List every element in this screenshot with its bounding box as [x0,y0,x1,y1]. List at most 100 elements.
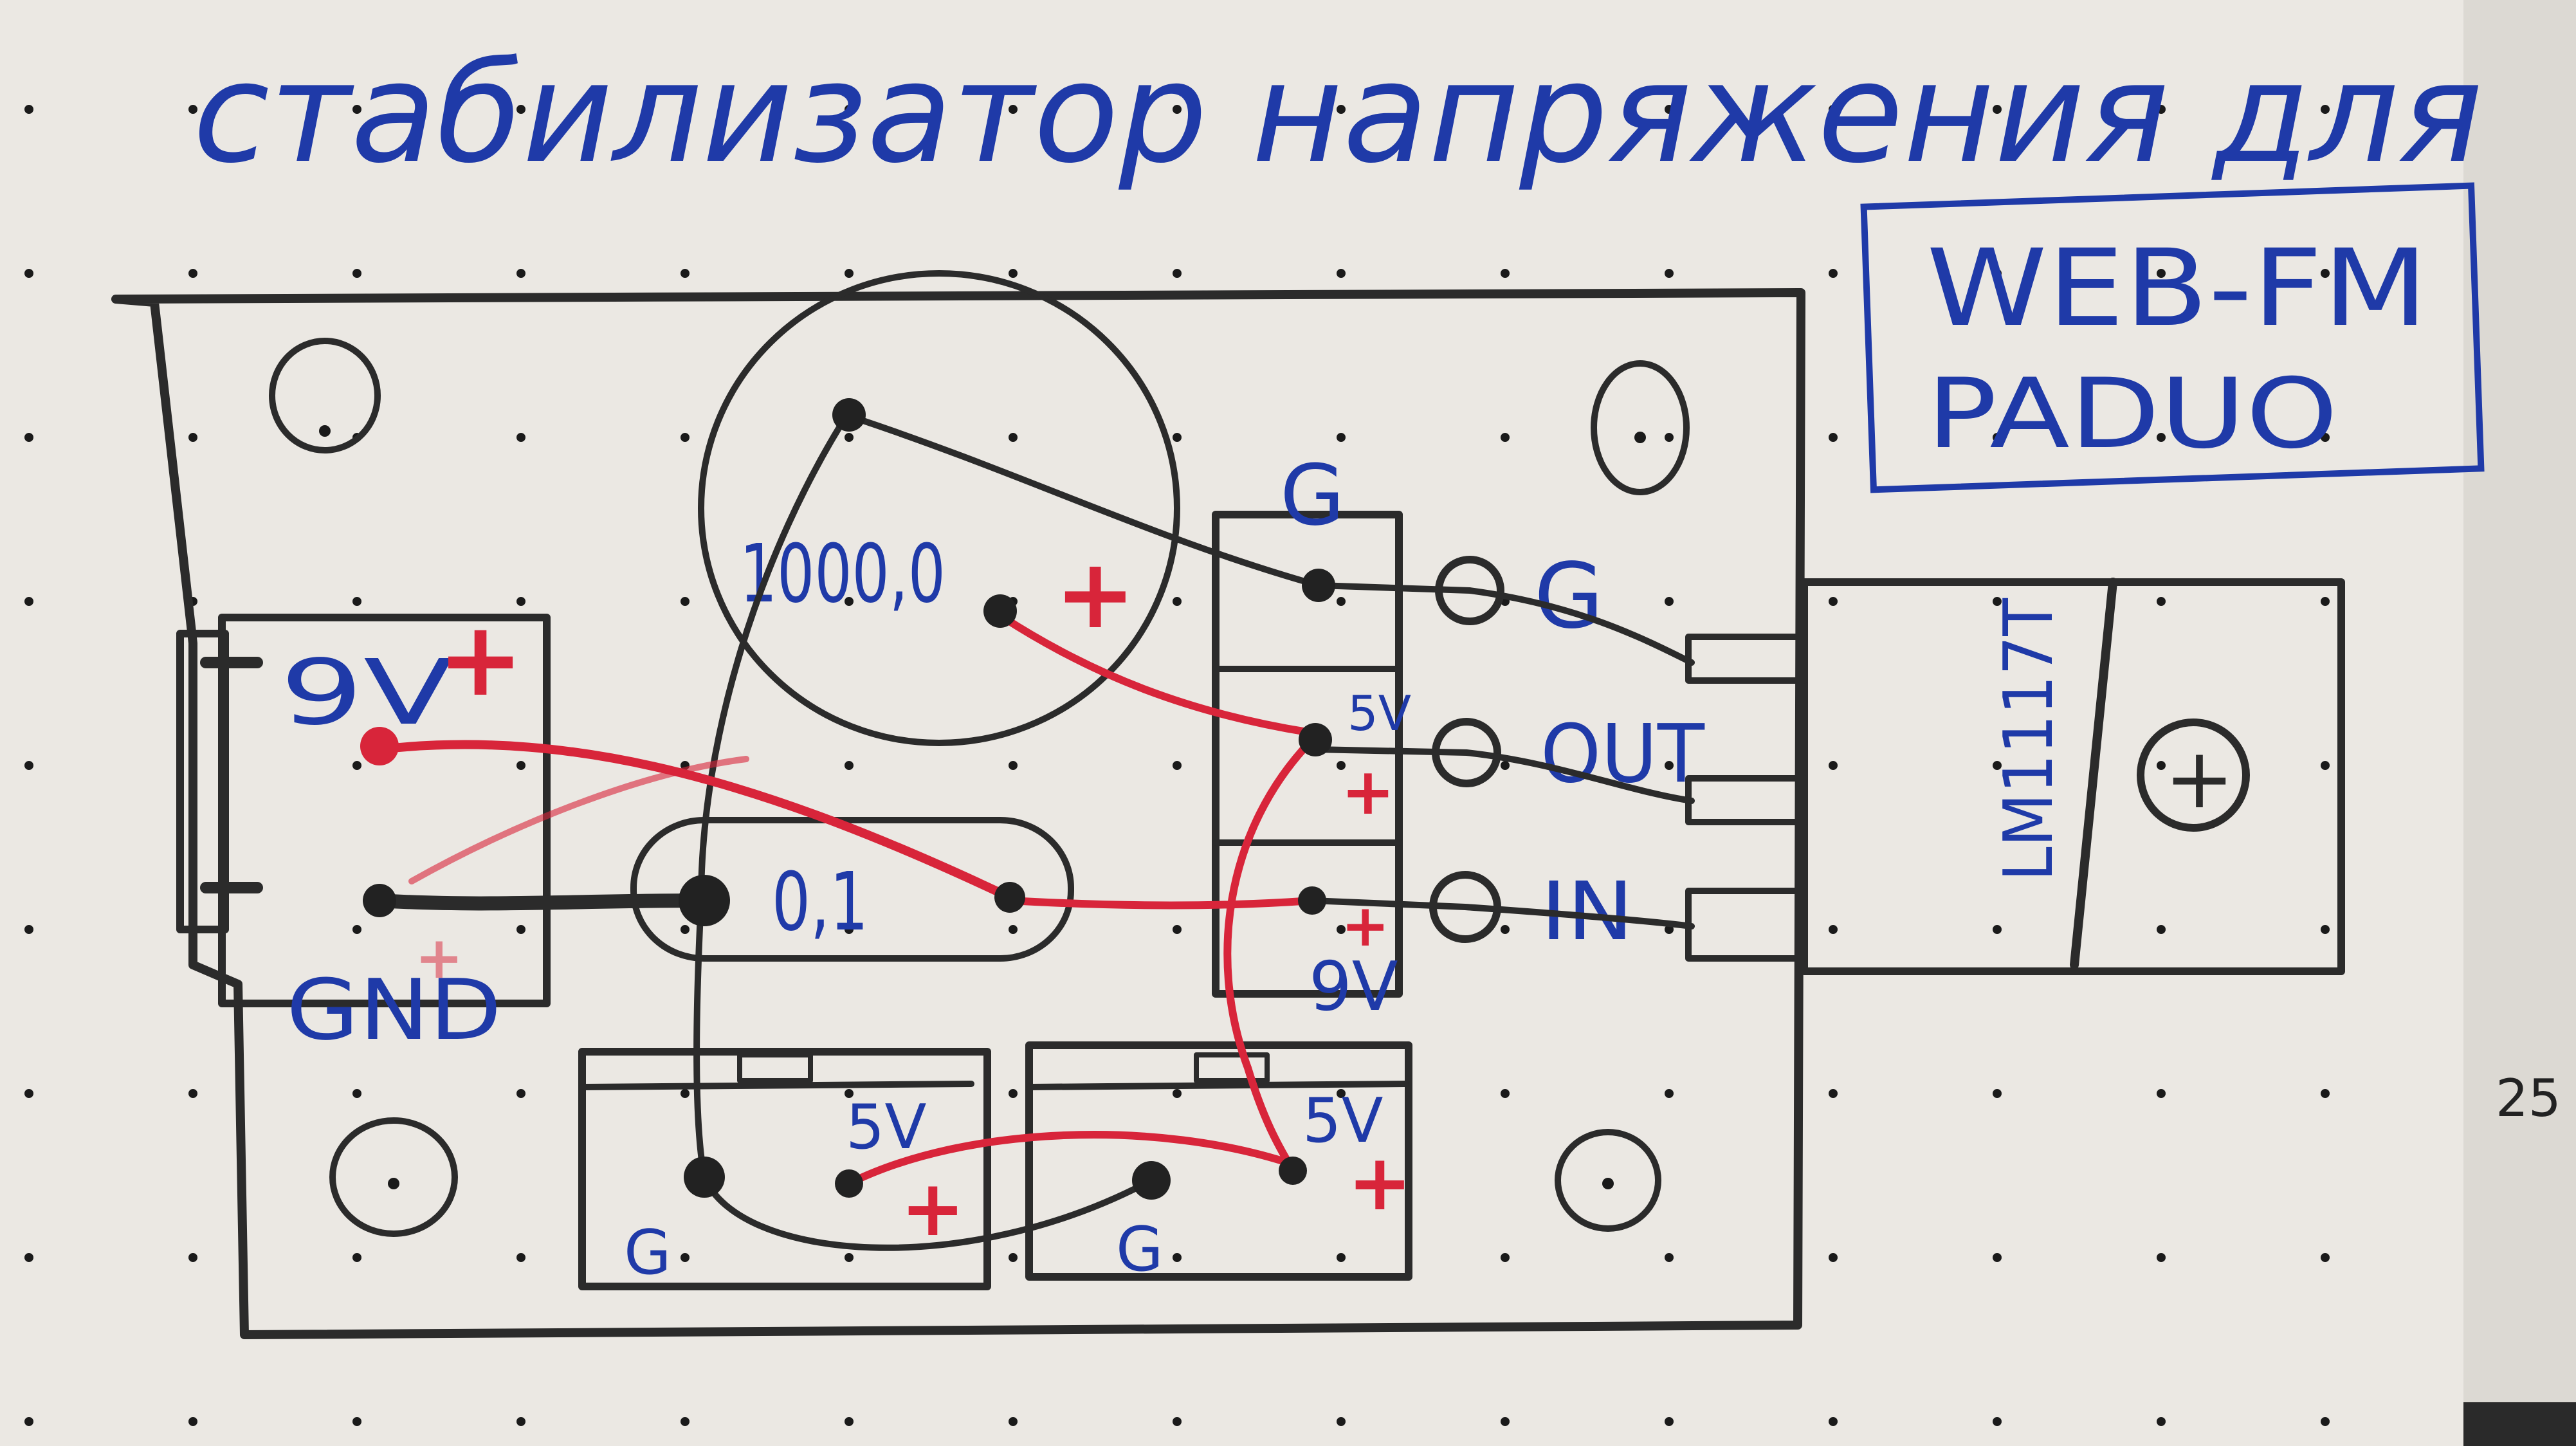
grid-dot [1501,1253,1510,1262]
grid-dot [24,1253,33,1262]
grid-dot [1009,761,1018,770]
grid-dot [1337,433,1346,442]
grid-dot [1337,269,1346,278]
mount-hole-center-dot [319,425,331,437]
mount-hole-center-dot [1634,432,1646,443]
input-plus-label: 9V [280,641,453,746]
grid-dot [1501,269,1510,278]
mount-hole-center-dot [388,1178,399,1189]
solder-node [684,1157,725,1198]
grid-dot [1009,269,1018,278]
grid-dot [1009,925,1018,934]
solder-node [1298,886,1326,915]
grid-dot [1993,1253,2002,1262]
grid-dot [2157,1089,2166,1098]
paper-shadow-right [2463,0,2576,1446]
page-title: стабилизатор напряжения для [193,32,2483,194]
grid-dot [1665,597,1674,606]
grid-dot [24,925,33,934]
solder-node [1279,1157,1307,1185]
grid-dot [24,761,33,770]
grid-dot [1173,269,1182,278]
grid-dot [1337,597,1346,606]
grid-dot [1829,269,1838,278]
grid-dot [1829,761,1838,770]
grid-dot [2157,597,2166,606]
grid-dot [188,1417,197,1426]
grid-dot [1993,1417,2002,1426]
input-polarity-mark: + [437,599,524,719]
solder-node [994,882,1025,913]
grid-dot [24,1417,33,1426]
grid-dot [1009,1253,1018,1262]
input-polarity-mark: + [415,924,463,992]
grid-dot [352,1089,361,1098]
solder-node [832,398,866,432]
grid-dot [1829,1417,1838,1426]
solder-node [1132,1161,1171,1200]
grid-dot [516,1089,525,1098]
grid-dot [1993,1089,2002,1098]
grid-dot [24,433,33,442]
grid-dot [1829,433,1838,442]
grid-dot [516,1253,525,1262]
grid-dot [352,269,361,278]
output-right-polarity: + [1347,1139,1412,1228]
grid-dot [681,1253,690,1262]
ground-wire [379,901,701,903]
grid-dot [1665,1417,1674,1426]
grid-dot [1009,1417,1018,1426]
grid-dot [516,433,525,442]
grid-dot [2321,597,2330,606]
solder-node [360,727,399,765]
grid-dot [516,269,525,278]
grid-dot [845,433,854,442]
grid-dot [1829,925,1838,934]
capacitor-01-label: 0,1 [772,856,868,949]
solder-node [679,875,730,926]
grid-dot [352,761,361,770]
grid-dot [24,269,33,278]
grid-dot [681,1417,690,1426]
grid-dot [2157,1417,2166,1426]
capacitor-1000-polarity: + [1055,538,1136,650]
strip-top-label: G [1280,446,1345,544]
mount-hole-center-dot [1602,1178,1614,1189]
input-gnd-label: GND [286,961,502,1059]
grid-dot [2321,1417,2330,1426]
grid-dot [1173,1089,1182,1098]
grid-dot [2157,925,2166,934]
grid-dot [1665,269,1674,278]
grid-dot [1009,1089,1018,1098]
grid-dot [681,269,690,278]
grid-dot [24,105,33,114]
grid-dot [681,1089,690,1098]
badge-line-2: PADUO [1926,358,2338,470]
solder-node [835,1169,863,1198]
grid-dot [845,1417,854,1426]
output-right-g-label: G [1116,1214,1164,1285]
solder-node [983,594,1017,628]
grid-dot [516,925,525,934]
grid-dot [845,1253,854,1262]
grid-dot [1173,925,1182,934]
grid-dot [2321,1089,2330,1098]
grid-dot [1829,1253,1838,1262]
grid-dot [681,433,690,442]
grid-dot [1501,433,1510,442]
grid-dot [188,1253,197,1262]
grid-dot [1173,597,1182,606]
grid-dot [2321,925,2330,934]
grid-dot [352,597,361,606]
grid-dot [1501,925,1510,934]
grid-dot [1665,1253,1674,1262]
grid-dot [24,1089,33,1098]
grid-dot [1173,1253,1182,1262]
solder-node [1302,569,1335,602]
grid-dot [188,433,197,442]
regulator-label: LM1117T [1989,598,2068,881]
grid-dot [1665,433,1674,442]
pin-label-g: G [1534,544,1604,649]
strip-mid-label: 5V [1347,685,1411,742]
